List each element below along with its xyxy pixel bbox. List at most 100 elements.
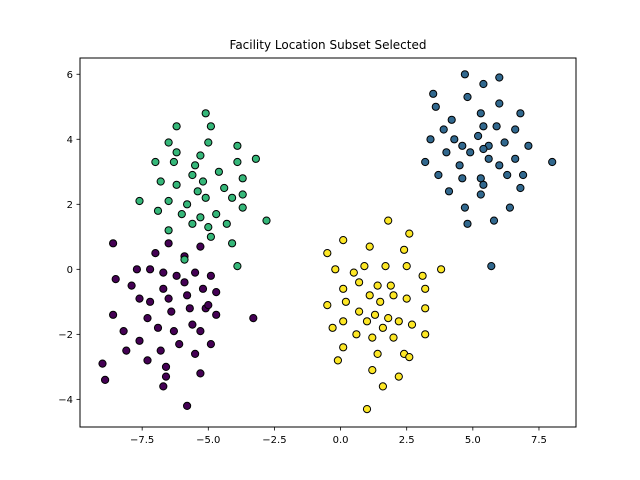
y-tick-label: 2	[67, 200, 73, 211]
scatter-point-0-18	[146, 297, 155, 306]
y-tick-label: 4	[67, 135, 73, 146]
scatter-point-3-38	[339, 343, 348, 352]
scatter-point-1-20	[524, 141, 533, 150]
scatter-point-0-34	[122, 346, 131, 355]
scatter-point-3-7	[349, 268, 358, 277]
plot-frame	[79, 57, 577, 428]
scatter-point-2-7	[196, 151, 205, 160]
scatter-point-1-6	[495, 99, 504, 108]
scatter-point-0-15	[198, 284, 208, 293]
y-tick-label: 0	[67, 265, 73, 276]
scatter-point-2-40	[180, 255, 189, 264]
scatter-point-3-5	[323, 249, 332, 258]
scatter-point-1-38	[476, 190, 485, 199]
scatter-point-0-14	[180, 278, 189, 287]
scatter-point-3-45	[378, 382, 387, 391]
scatter-point-2-28	[177, 210, 186, 219]
scatter-point-2-32	[262, 216, 271, 225]
scatter-point-0-23	[143, 314, 152, 323]
scatter-point-2-34	[204, 223, 213, 232]
y-tick-label: −2	[58, 330, 73, 341]
scatter-point-3-26	[384, 314, 393, 323]
scatter-point-0-25	[185, 304, 194, 313]
scatter-point-1-3	[429, 89, 438, 98]
scatter-point-0-37	[175, 340, 184, 349]
scatter-point-2-15	[156, 177, 165, 186]
scatter-point-3-35	[368, 333, 377, 342]
scatter-point-3-9	[381, 262, 390, 271]
scatter-point-1-42	[489, 216, 499, 225]
scatter-point-3-20	[365, 291, 374, 300]
scatter-point-0-33	[196, 327, 205, 336]
scatter-point-3-4	[400, 245, 409, 254]
scatter-point-2-39	[233, 262, 242, 271]
x-tick-label: 0.0	[333, 435, 349, 446]
scatter-point-3-30	[378, 323, 387, 332]
x-tick-label: −7.5	[130, 435, 154, 446]
scatter-point-1-29	[548, 157, 557, 167]
x-tick-label: 2.5	[399, 435, 415, 446]
scatter-point-0-28	[119, 327, 128, 336]
scatter-point-3-36	[389, 333, 398, 342]
scatter-point-0-19	[164, 294, 173, 303]
scatter-point-0-1	[151, 249, 160, 258]
scatter-point-1-35	[444, 187, 454, 196]
scatter-point-2-4	[204, 138, 213, 147]
scatter-point-2-26	[238, 190, 247, 199]
scatter-point-3-11	[418, 271, 427, 280]
scatter-point-3-16	[339, 284, 348, 293]
scatter-point-1-10	[479, 122, 488, 131]
scatter-point-2-24	[201, 193, 210, 202]
scatter-point-1-34	[519, 170, 528, 180]
scatter-point-3-46	[362, 405, 372, 414]
scatter-point-2-36	[164, 226, 173, 235]
scatter-point-1-15	[511, 125, 520, 134]
scatter-point-2-16	[172, 180, 181, 189]
scatter-point-2-9	[169, 157, 178, 167]
scatter-point-0-38	[191, 349, 200, 358]
scatter-point-0-2	[164, 239, 173, 248]
scatter-point-0-39	[206, 340, 215, 349]
scatter-point-1-12	[439, 125, 448, 134]
scatter-point-2-25	[228, 193, 237, 202]
scatter-point-0-11	[206, 271, 215, 280]
scatter-point-3-19	[341, 297, 350, 306]
scatter-point-1-9	[447, 115, 456, 124]
scatter-point-1-37	[516, 183, 525, 193]
scatter-point-2-5	[233, 141, 242, 150]
scatter-point-2-31	[238, 203, 247, 212]
scatter-point-2-21	[135, 196, 144, 206]
scatter-point-0-24	[167, 307, 176, 316]
scatter-point-0-41	[101, 375, 110, 384]
scatter-point-2-1	[172, 122, 181, 131]
scatter-point-3-12	[437, 265, 446, 274]
scatter-point-0-20	[183, 291, 192, 300]
scatter-point-2-2	[206, 122, 215, 131]
scatter-point-3-37	[421, 330, 430, 339]
scatter-point-0-42	[161, 362, 171, 371]
scatter-point-0-4	[196, 242, 205, 251]
scatter-point-2-22	[164, 196, 173, 206]
scatter-point-0-36	[156, 346, 165, 355]
scatter-point-0-17	[135, 294, 144, 303]
scatter-point-0-22	[109, 310, 118, 319]
scatter-point-0-32	[188, 320, 197, 329]
scatter-point-3-34	[352, 330, 361, 339]
scatter-point-2-33	[188, 219, 197, 228]
scatter-point-0-30	[153, 323, 163, 332]
scatter-point-2-6	[172, 148, 181, 157]
scatter-point-3-32	[407, 320, 417, 329]
scatter-point-1-17	[458, 141, 467, 150]
scatter-point-0-10	[191, 268, 200, 277]
scatter-point-0-43	[161, 372, 171, 381]
scatter-point-0-46	[183, 401, 192, 410]
scatter-point-1-4	[431, 102, 440, 111]
scatter-point-2-0	[201, 109, 210, 118]
scatter-point-3-0	[384, 216, 393, 225]
scatter-point-2-29	[196, 213, 205, 222]
scatter-point-1-28	[495, 161, 504, 170]
scatter-point-2-3	[164, 138, 173, 147]
scatter-point-0-44	[196, 369, 205, 378]
scatter-point-2-23	[183, 200, 192, 209]
